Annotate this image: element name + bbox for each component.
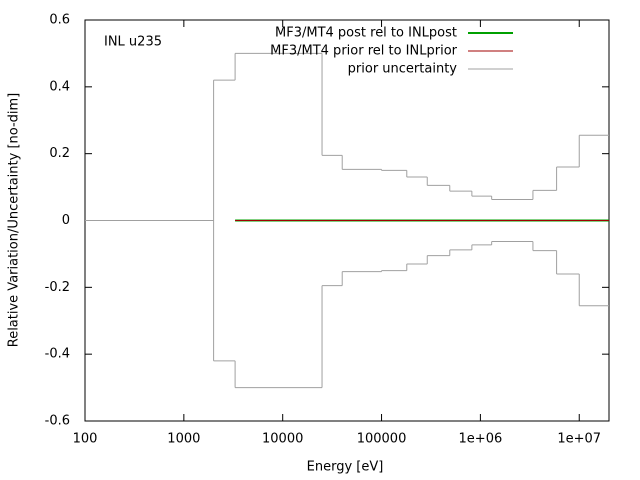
y-tick-label: -0.6: [45, 414, 70, 429]
y-tick-label: 0.6: [49, 13, 70, 28]
y-tick-label: 0.4: [49, 79, 70, 94]
x-axis-label: Energy [eV]: [307, 460, 384, 475]
y-tick-label: -0.4: [45, 347, 70, 362]
legend-label: MF3/MT4 post rel to INLpost: [275, 26, 457, 41]
y-tick-label: 0: [62, 213, 70, 228]
y-axis-label: Relative Variation/Uncertainty [no-dim]: [7, 93, 22, 348]
y-tick-label: -0.2: [45, 280, 70, 295]
x-tick-label: 1e+06: [459, 432, 503, 447]
x-tick-label: 100: [73, 432, 98, 447]
legend-label: prior uncertainty: [348, 62, 458, 77]
x-tick-label: 1000: [167, 432, 200, 447]
x-tick-label: 1e+07: [557, 432, 601, 447]
legend-label: MF3/MT4 prior rel to INLprior: [270, 44, 457, 59]
y-tick-label: 0.2: [49, 146, 70, 161]
x-tick-label: 100000: [357, 432, 407, 447]
x-tick-label: 10000: [262, 432, 303, 447]
annotation: INL u235: [104, 35, 162, 50]
